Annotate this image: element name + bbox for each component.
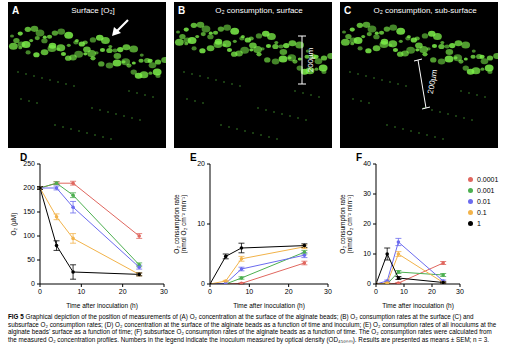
svg-text:O₂ consumption rate: O₂ consumption rate [173,194,180,254]
svg-text:0: 0 [31,280,35,287]
svg-text:10: 10 [197,220,205,227]
svg-text:O₂ consumption, surface: O₂ consumption, surface [215,6,303,15]
svg-text:Time after inoculation (h): Time after inoculation (h) [233,302,305,310]
svg-text:Time after inoculation (h): Time after inoculation (h) [66,302,138,310]
svg-text:10: 10 [363,250,371,257]
svg-text:200µm: 200µm [426,68,439,94]
svg-text:10: 10 [77,288,85,295]
svg-text:40: 40 [363,160,371,167]
svg-text:20: 20 [119,288,127,295]
html-text:0.0001: 0.0001 [477,176,499,183]
svg-text:O₂ (µM): O₂ (µM) [10,213,18,236]
svg-text:(nmol O₂ cm⁻² min⁻¹): (nmol O₂ cm⁻² min⁻¹) [180,195,188,254]
svg-text:30: 30 [160,288,168,295]
html-text:1: 1 [477,220,481,227]
svg-text:30: 30 [456,288,464,295]
svg-text:20: 20 [428,288,436,295]
html-text:D: D [20,152,28,163]
svg-text:O₂ consumption rate: O₂ consumption rate [339,194,346,254]
svg-text:250: 250 [23,160,35,167]
svg-text:50: 50 [27,256,35,263]
svg-text:0: 0 [38,288,42,295]
html-text:F: F [356,152,363,163]
svg-text:200: 200 [23,184,35,191]
svg-text:10: 10 [400,288,408,295]
svg-text:20: 20 [363,220,371,227]
html-text:FIG 5 Graphical depiction of t: FIG 5 Graphical depiction of the positio… [8,313,497,343]
svg-text:20: 20 [197,160,205,167]
svg-text:0: 0 [367,280,371,287]
svg-text:10: 10 [245,288,253,295]
svg-text:30: 30 [363,190,371,197]
svg-text:0: 0 [374,288,378,295]
html-text:0.001: 0.001 [477,187,495,194]
svg-text:0: 0 [208,288,212,295]
svg-text:C: C [344,5,351,16]
svg-text:A: A [12,5,19,16]
svg-text:(nmol O₂ cm⁻² min⁻¹): (nmol O₂ cm⁻² min⁻¹) [346,195,354,254]
svg-text:200µm: 200µm [306,47,315,72]
svg-text:Time after inoculation (h): Time after inoculation (h) [382,302,454,310]
svg-text:30: 30 [324,288,332,295]
svg-text:0: 0 [201,280,205,287]
svg-text:100: 100 [23,232,35,239]
svg-text:150: 150 [23,208,35,215]
svg-text:20: 20 [285,288,293,295]
html-text:E: E [190,152,197,163]
html-text:0.01: 0.01 [477,198,491,205]
svg-text:Surface [O₂]: Surface [O₂] [71,6,115,15]
svg-text:O₂ consumption, sub-surface: O₂ consumption, sub-surface [373,6,477,15]
svg-text:B: B [178,5,185,16]
html-text:0.1: 0.1 [477,209,487,216]
